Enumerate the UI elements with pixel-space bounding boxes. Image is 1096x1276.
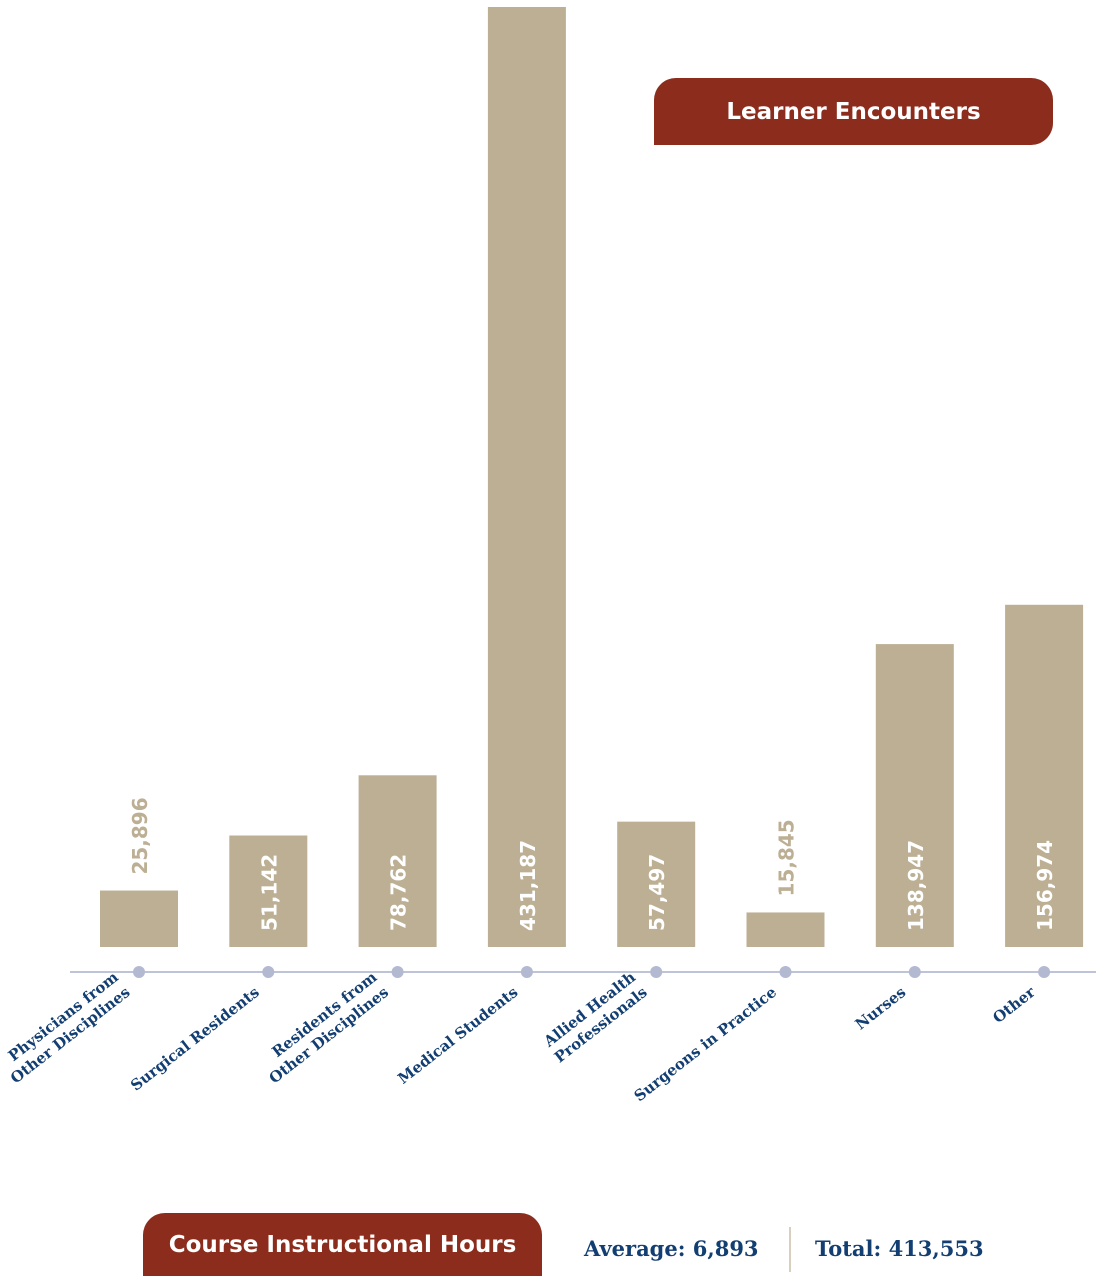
category-label: Medical Students <box>394 983 521 1088</box>
value-label: 138,947 <box>904 840 928 931</box>
category-label-line: Surgical Residents <box>127 983 263 1095</box>
value-label: 57,497 <box>645 854 669 931</box>
category-dot <box>650 966 663 978</box>
value-label: 78,762 <box>387 854 411 931</box>
value-label: 51,142 <box>257 854 281 931</box>
total-stat: Total: 413,553 <box>815 1236 984 1261</box>
category-dot <box>520 966 533 978</box>
category-dot <box>262 966 275 978</box>
bar <box>487 7 566 947</box>
learner-encounters-badge: Learner Encounters <box>654 78 1053 145</box>
bar <box>617 821 696 947</box>
bar <box>746 912 825 947</box>
bar <box>1005 604 1084 947</box>
value-label: 156,974 <box>1033 840 1057 931</box>
category-label-line: Nurses <box>852 983 910 1033</box>
category-dot <box>391 966 404 978</box>
category-label: Surgeons in Practice <box>631 983 780 1105</box>
category-dot <box>779 966 792 978</box>
category-label: Nurses <box>852 983 910 1033</box>
stats-divider <box>789 1227 791 1272</box>
value-label: 15,845 <box>775 819 799 896</box>
bar <box>229 835 308 947</box>
bar <box>358 775 437 947</box>
category-label-line: Medical Students <box>394 983 521 1088</box>
bar <box>100 890 178 947</box>
category-label-line: Other <box>989 982 1039 1027</box>
category-label: Allied HealthProfessionals <box>539 968 651 1066</box>
category-dot <box>1038 966 1051 978</box>
category-label: Other <box>989 982 1039 1027</box>
category-dot <box>908 966 921 978</box>
category-label: Residents fromOther Disciplines <box>254 968 392 1087</box>
category-dot <box>133 966 145 978</box>
category-label: Physicians fromOther Disciplines <box>0 968 134 1087</box>
average-stat: Average: 6,893 <box>584 1236 759 1261</box>
value-label: 25,896 <box>128 797 152 874</box>
course-instructional-hours-badge: Course Instructional Hours <box>143 1213 542 1276</box>
category-label: Surgical Residents <box>127 983 263 1095</box>
bar <box>875 644 954 947</box>
value-label: 431,187 <box>516 840 540 931</box>
category-label-line: Surgeons in Practice <box>631 983 780 1105</box>
